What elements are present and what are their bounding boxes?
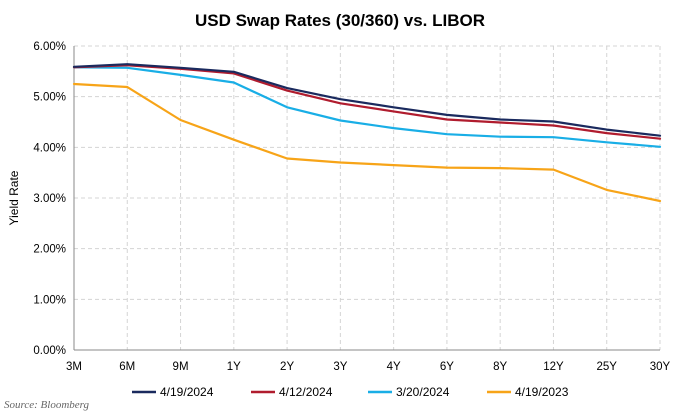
legend-label: 4/19/2024	[160, 385, 214, 399]
y-tick-labels: 0.00% 1.00% 2.00% 3.00% 4.00% 5.00% 6.00%	[33, 41, 66, 357]
gridlines	[73, 45, 661, 351]
x-tick-label: 30Y	[650, 361, 671, 373]
legend-item: 3/20/2024	[368, 385, 450, 399]
y-tick-label: 3.00%	[33, 193, 66, 205]
x-tick-label: 25Y	[596, 361, 617, 373]
y-tick-label: 5.00%	[33, 92, 66, 104]
x-tick-label: 2Y	[280, 361, 294, 373]
x-tick-label: 6Y	[440, 361, 454, 373]
legend-item: 4/19/2024	[132, 385, 214, 399]
x-tick-label: 3M	[66, 361, 82, 373]
y-tick-label: 6.00%	[33, 41, 66, 53]
y-tick-label: 4.00%	[33, 142, 66, 154]
legend-item: 4/19/2023	[487, 385, 569, 399]
series-line-1	[72, 64, 662, 140]
x-tick-label: 3Y	[333, 361, 347, 373]
source-note: Source: Bloomberg	[4, 399, 90, 411]
legend-label: 4/12/2024	[279, 385, 333, 399]
legend: 4/19/2024 4/12/2024 3/20/2024 4/19/2023	[132, 385, 569, 399]
y-tick-label: 2.00%	[33, 244, 66, 256]
x-tick-label: 4Y	[387, 361, 401, 373]
legend-label: 4/19/2023	[515, 385, 569, 399]
x-tick-label: 6M	[119, 361, 135, 373]
y-tick-label: 1.00%	[33, 294, 66, 306]
series-line-3	[72, 82, 662, 203]
x-tick-label: 9M	[173, 361, 189, 373]
y-axis-label: Yield Rate	[7, 170, 21, 225]
series-lines	[72, 63, 662, 203]
chart-title: USD Swap Rates (30/360) vs. LIBOR	[195, 11, 485, 30]
x-tick-label: 8Y	[493, 361, 507, 373]
legend-item: 4/12/2024	[251, 385, 333, 399]
series-line-2	[72, 66, 662, 148]
series-line-0	[72, 63, 662, 137]
x-tick-label: 1Y	[227, 361, 241, 373]
x-tick-label: 12Y	[543, 361, 564, 373]
y-tick-label: 0.00%	[33, 345, 66, 357]
legend-label: 3/20/2024	[396, 385, 450, 399]
x-tick-labels: 3M 6M 9M 1Y 2Y 3Y 4Y 6Y 8Y 12Y 25Y 30Y	[66, 361, 671, 373]
